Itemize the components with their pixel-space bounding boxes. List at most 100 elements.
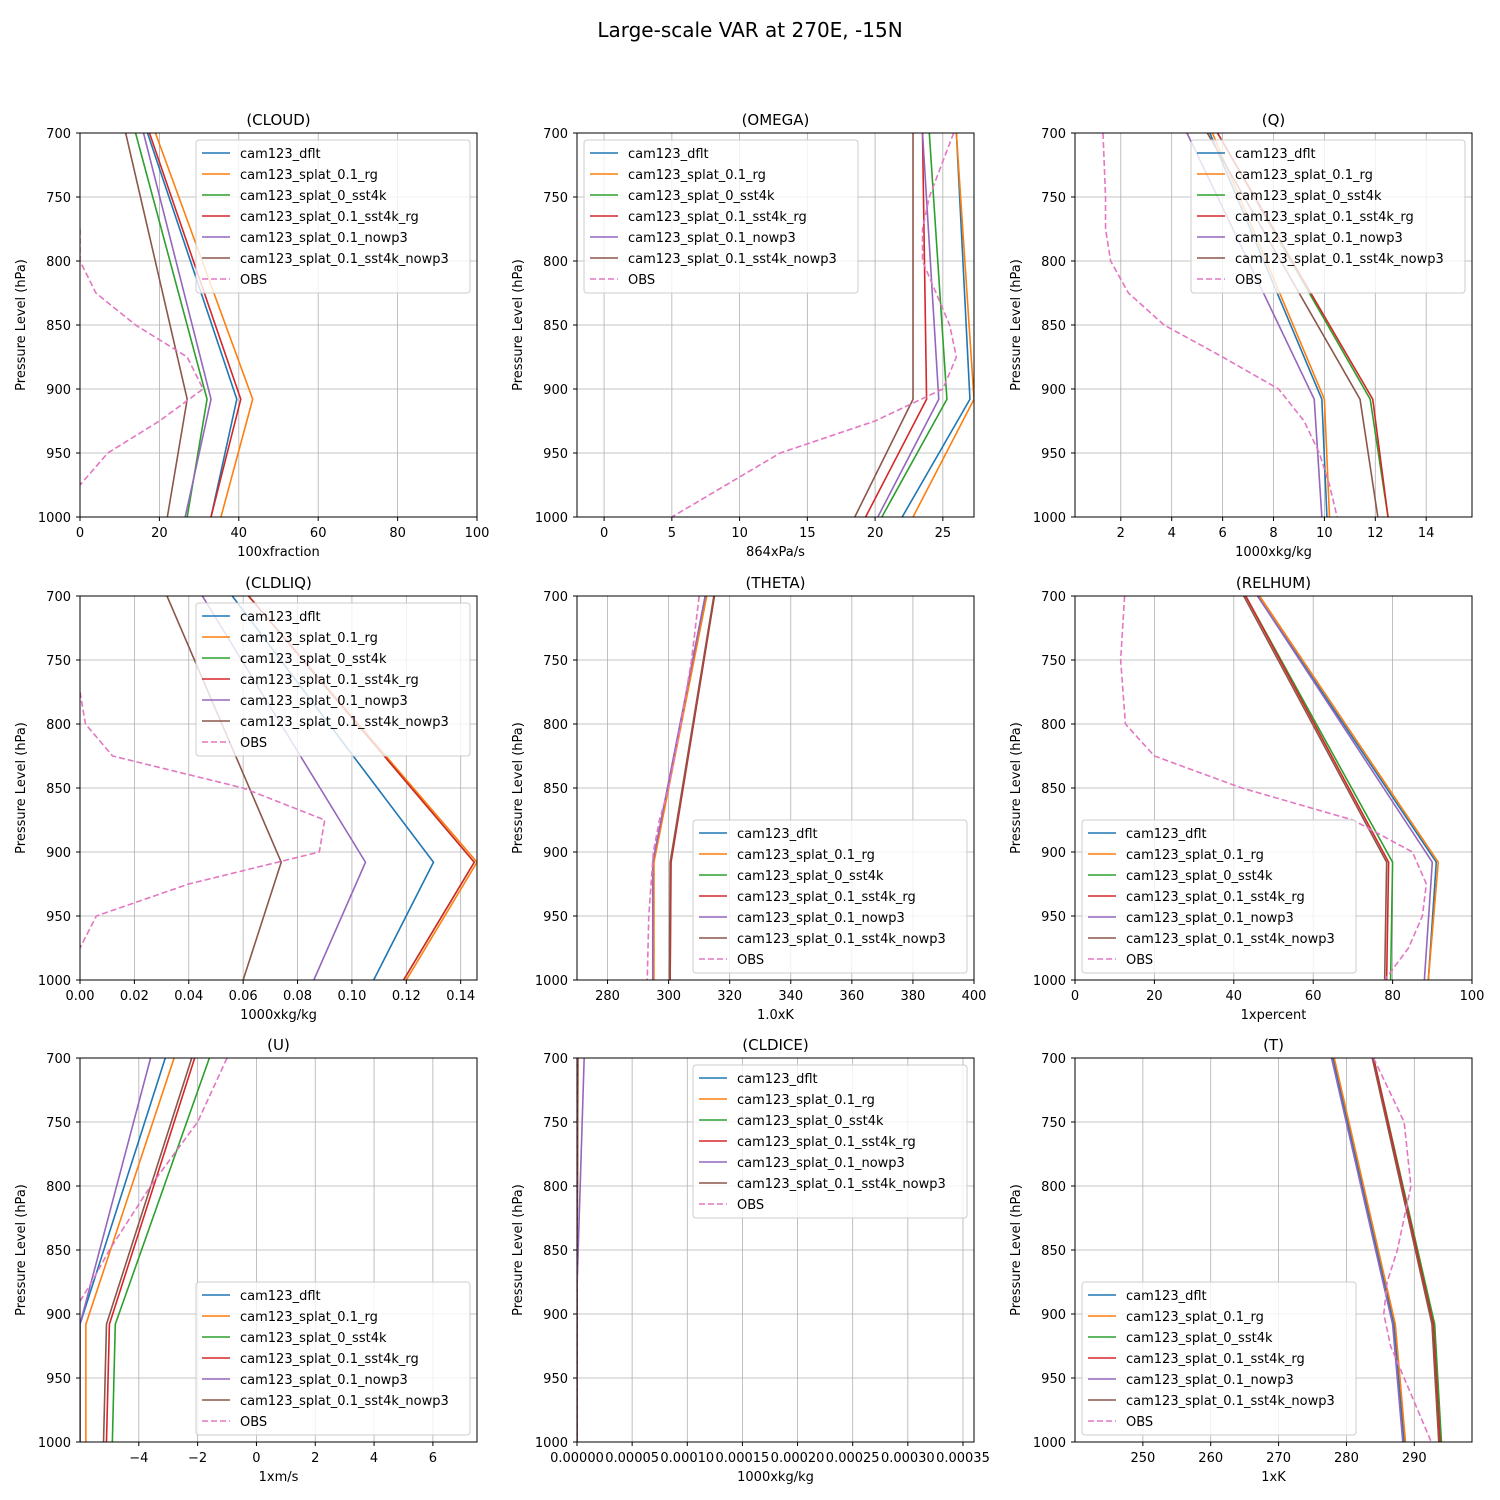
y-tick-label: 750 — [46, 191, 71, 206]
x-tick-label: 290 — [1402, 1451, 1427, 1466]
legend-label: OBS — [240, 736, 267, 751]
x-tick-label: 60 — [310, 526, 327, 541]
x-axis-label: 1000xkg/kg — [737, 1470, 814, 1485]
series-line-cam123_splat_0.1_nowp3 — [142, 133, 212, 517]
panels-group: 0 20 40 60 80 1007007508008509009501000(CLOUD… — [14, 111, 1484, 1485]
y-tick-label: 750 — [543, 1116, 568, 1131]
x-tick-label: 280 — [1334, 1451, 1359, 1466]
x-tick-label: 14 — [1418, 526, 1435, 541]
y-tick-label: 700 — [46, 1052, 71, 1067]
panel-title: (OMEGA) — [742, 111, 810, 129]
legend-box — [583, 139, 859, 294]
y-tick-label: 850 — [46, 782, 71, 797]
series-line-cam123_splat_0.1_rg — [1258, 596, 1440, 980]
y-tick-label: 1000 — [1033, 511, 1066, 526]
series-line-cam123_splat_0.1_nowp3 — [877, 133, 940, 517]
y-tick-label: 800 — [46, 718, 71, 733]
x-tick-label: 5 — [668, 526, 676, 541]
y-tick-label: 900 — [1041, 1308, 1066, 1323]
y-tick-label: 900 — [1041, 383, 1066, 398]
y-tick-label: 950 — [1041, 447, 1066, 462]
series-line-cam123_dflt — [80, 1058, 167, 1442]
x-tick-label: 280 — [595, 989, 620, 1004]
series-line-cam123_splat_0.1_sst4k_nowp3 — [854, 133, 914, 517]
legend-label: cam123_splat_0.1_nowp3 — [737, 911, 905, 926]
panel-title: (THETA) — [746, 574, 806, 592]
y-axis-label: Pressure Level (hPa) — [14, 1184, 29, 1316]
legend-label: cam123_splat_0.1_rg — [628, 168, 766, 183]
y-tick-label: 900 — [46, 846, 71, 861]
series-line-OBS — [1102, 133, 1338, 517]
y-tick-label: 1000 — [38, 511, 71, 526]
panel-cldice: 0.00000 0.00005 0.00010 0.00015 0.00020 0.000… — [511, 1036, 990, 1485]
y-tick-label: 800 — [1041, 718, 1066, 733]
y-tick-label: 700 — [1041, 127, 1066, 142]
series-line-cam123_splat_0.1_sst4k_nowp3 — [1243, 596, 1388, 980]
y-tick-label: 900 — [1041, 846, 1066, 861]
legend-box — [1190, 139, 1466, 294]
legend-label: OBS — [1126, 953, 1153, 968]
x-tick-label: 8 — [1269, 526, 1277, 541]
y-tick-label: 950 — [543, 910, 568, 925]
legend-label: cam123_splat_0.1_nowp3 — [1235, 231, 1403, 246]
x-tick-label: 0.00 — [66, 989, 95, 1004]
x-tick-label: 0.04 — [174, 989, 203, 1004]
x-tick-label: 40 — [1226, 989, 1243, 1004]
y-tick-label: 800 — [46, 255, 71, 270]
series-group — [646, 596, 716, 980]
legend-label: cam123_splat_0_sst4k — [240, 652, 387, 667]
y-tick-label: 800 — [543, 1180, 568, 1195]
y-tick-label: 750 — [1041, 1116, 1066, 1131]
legend: cam123_dflt cam123_splat_0.1_rg cam123_spl… — [1081, 819, 1357, 974]
x-tick-label: 4 — [370, 1451, 378, 1466]
y-axis-label: Pressure Level (hPa) — [1009, 722, 1024, 854]
x-tick-label: 380 — [901, 989, 926, 1004]
y-tick-label: 750 — [543, 654, 568, 669]
legend-label: cam123_splat_0.1_sst4k_nowp3 — [240, 252, 449, 267]
y-tick-label: 850 — [46, 1244, 71, 1259]
y-tick-label: 1000 — [1033, 974, 1066, 989]
legend-box — [1081, 1281, 1357, 1436]
legend-label: cam123_splat_0.1_sst4k_rg — [1235, 210, 1414, 225]
legend-label: cam123_dflt — [737, 1072, 818, 1087]
panel-title: (CLDLIQ) — [245, 574, 312, 592]
series-line-cam123_splat_0.1_nowp3 — [80, 1058, 152, 1442]
legend-label: cam123_splat_0.1_sst4k_nowp3 — [240, 715, 449, 730]
x-tick-label: 20 — [867, 526, 884, 541]
x-tick-label: 2 — [1117, 526, 1125, 541]
legend-label: cam123_splat_0.1_sst4k_nowp3 — [737, 1177, 946, 1192]
panel-cloud: 0 20 40 60 80 100 700 750 800 850 900 950 1000 (CLOUD… — [14, 111, 489, 560]
y-tick-label: 700 — [543, 127, 568, 142]
series-line-cam123_splat_0_sst4k — [881, 133, 948, 517]
legend-label: cam123_dflt — [1235, 147, 1316, 162]
legend-box — [195, 602, 471, 757]
y-tick-label: 750 — [543, 191, 568, 206]
x-tick-label: 0 — [1071, 989, 1079, 1004]
x-tick-label: 80 — [1384, 989, 1401, 1004]
x-tick-label: 400 — [962, 989, 987, 1004]
x-tick-label: 0.00010 — [660, 1451, 714, 1466]
panel-u: −4 −2 0 2 4 6 700 750 800 850 900 950 1000 (U) 1xm/s Pr… — [14, 1036, 478, 1485]
x-tick-label: 0.12 — [392, 989, 421, 1004]
x-tick-label: 0.02 — [120, 989, 149, 1004]
legend-label: cam123_splat_0.1_rg — [1235, 168, 1373, 183]
x-tick-label: 250 — [1130, 1451, 1155, 1466]
y-tick-label: 1000 — [38, 974, 71, 989]
y-tick-label: 700 — [1041, 1052, 1066, 1067]
legend-label: cam123_splat_0.1_sst4k_rg — [240, 673, 419, 688]
x-tick-label: −4 — [129, 1451, 148, 1466]
legend-box — [692, 819, 968, 974]
series-line-cam123_splat_0.1_nowp3 — [1256, 596, 1434, 980]
panel-title: (CLDICE) — [742, 1036, 808, 1054]
y-tick-label: 1000 — [535, 974, 568, 989]
y-tick-label: 750 — [1041, 191, 1066, 206]
series-line-cam123_splat_0_sst4k — [111, 1058, 211, 1442]
legend: cam123_dflt cam123_splat_0.1_rg cam123_spl… — [1190, 139, 1466, 294]
x-tick-label: 0.00005 — [605, 1451, 659, 1466]
panel-title: (RELHUM) — [1236, 574, 1311, 592]
x-tick-label: 300 — [656, 989, 681, 1004]
x-tick-label: 0.08 — [283, 989, 312, 1004]
x-tick-label: 0.00030 — [881, 1451, 935, 1466]
x-axis-label: 1.0xK — [757, 1008, 794, 1023]
